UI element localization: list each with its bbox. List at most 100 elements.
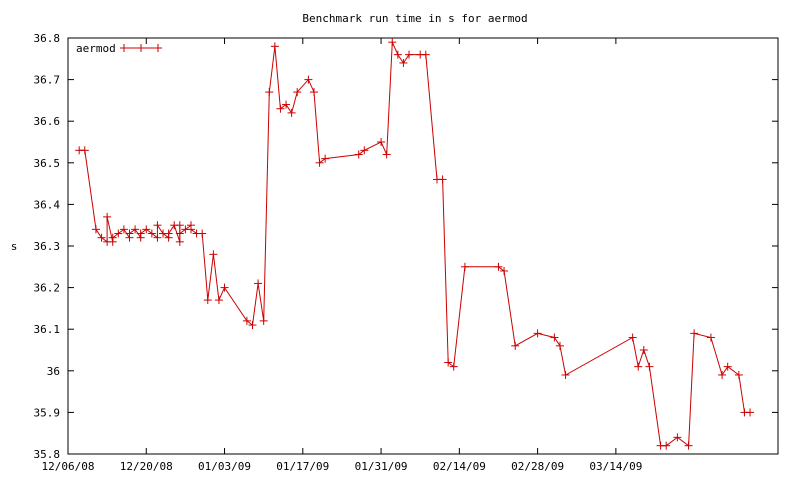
y-axis-label: s (11, 240, 18, 253)
data-point-38 (259, 316, 268, 325)
series-layer (75, 38, 755, 450)
x-tick-label-7: 03/14/09 (589, 460, 642, 473)
data-point-78 (684, 441, 693, 450)
data-point-24 (175, 221, 184, 230)
data-point-42 (282, 100, 291, 109)
data-point-25 (175, 229, 184, 238)
data-point-3 (97, 233, 106, 242)
data-point-18 (153, 221, 162, 230)
data-point-64 (494, 262, 503, 271)
data-point-77 (673, 433, 682, 442)
data-point-80 (706, 333, 715, 342)
data-point-76 (662, 441, 671, 450)
data-point-55 (399, 58, 408, 67)
x-tick-label-2: 01/03/09 (198, 460, 251, 473)
y-tick-label-3: 36.1 (34, 323, 61, 336)
data-point-8 (114, 229, 123, 238)
y-tick-label-1: 35.9 (34, 406, 61, 419)
data-point-82 (723, 362, 732, 371)
series-line-aermod (79, 41, 750, 447)
x-tick-label-1: 12/20/08 (120, 460, 173, 473)
y-tick-label-6: 36.4 (34, 198, 61, 211)
x-tick-label-5: 02/14/09 (433, 460, 486, 473)
data-point-69 (555, 341, 564, 350)
data-point-28 (186, 225, 195, 234)
data-point-31 (203, 296, 212, 305)
data-point-39 (265, 88, 274, 97)
data-point-21 (164, 229, 173, 238)
data-point-62 (449, 362, 458, 371)
data-point-15 (142, 225, 151, 234)
data-point-56 (405, 50, 414, 59)
y-tick-label-2: 36 (47, 365, 60, 378)
data-point-11 (125, 229, 134, 238)
data-point-71 (628, 333, 637, 342)
legend-marker-1 (137, 44, 145, 52)
legend: aermod (76, 42, 162, 55)
data-point-14 (136, 229, 145, 238)
data-point-50 (360, 146, 369, 155)
data-point-48 (321, 154, 330, 163)
data-point-32 (209, 250, 218, 259)
data-point-52 (382, 150, 391, 159)
data-point-47 (315, 158, 324, 167)
x-tick-label-4: 01/31/09 (355, 460, 408, 473)
data-point-74 (645, 362, 654, 371)
y-tick-label-4: 36.2 (34, 282, 61, 295)
y-tick-label-10: 36.8 (34, 32, 61, 45)
data-point-72 (634, 362, 643, 371)
legend-marker-2 (154, 44, 162, 52)
data-point-5 (103, 212, 112, 221)
y-axis-ticks: 35.8 35.9 36 36.1 36.2 36.3 36.4 36.5 36.6 36.7 36… (34, 32, 778, 461)
data-point-30 (198, 229, 207, 238)
data-point-37 (254, 279, 263, 288)
data-point-79 (690, 329, 699, 338)
data-point-70 (561, 370, 570, 379)
data-point-66 (511, 341, 520, 350)
y-tick-label-7: 36.5 (34, 157, 61, 170)
data-point-34 (220, 283, 229, 292)
data-point-41 (276, 104, 285, 113)
data-point-1 (80, 146, 89, 155)
x-tick-label-3: 01/17/09 (276, 460, 329, 473)
data-point-45 (304, 75, 313, 84)
data-point-51 (377, 138, 386, 146)
data-point-2 (91, 225, 100, 234)
data-point-7 (108, 233, 117, 242)
data-point-68 (550, 333, 559, 342)
data-point-40 (270, 42, 279, 51)
y-tick-label-0: 35.8 (34, 448, 61, 461)
data-point-43 (287, 108, 296, 117)
x-tick-label-6: 02/28/09 (511, 460, 564, 473)
x-tick-label-0: 12/06/08 (42, 460, 95, 473)
data-point-33 (214, 296, 223, 305)
data-point-54 (393, 50, 402, 59)
data-point-9 (119, 225, 128, 234)
data-point-85 (746, 408, 755, 417)
y-tick-label-9: 36.7 (34, 74, 61, 87)
data-point-17 (153, 233, 162, 242)
data-point-60 (438, 175, 447, 184)
data-point-61 (444, 358, 453, 367)
data-point-83 (734, 370, 743, 379)
data-point-16 (147, 229, 156, 238)
plot-frame (67, 37, 779, 455)
data-point-12 (131, 225, 140, 234)
data-point-46 (309, 88, 318, 97)
legend-label-aermod: aermod (76, 42, 116, 55)
legend-marker-0 (120, 44, 128, 52)
chart-title: Benchmark run time in s for aermod (302, 12, 527, 25)
data-point-67 (533, 329, 542, 338)
data-point-53 (388, 38, 397, 47)
data-point-63 (460, 262, 469, 271)
y-tick-label-8: 36.6 (34, 115, 61, 128)
data-point-23 (175, 237, 184, 246)
data-point-44 (293, 88, 302, 97)
data-point-65 (500, 266, 509, 275)
data-point-35 (242, 316, 251, 325)
data-point-81 (718, 370, 727, 379)
data-point-36 (248, 321, 257, 330)
x-axis-ticks: 12/06/08 12/20/08 01/03/09 01/17/09 01/31/09… (42, 38, 642, 473)
data-point-49 (354, 150, 363, 159)
